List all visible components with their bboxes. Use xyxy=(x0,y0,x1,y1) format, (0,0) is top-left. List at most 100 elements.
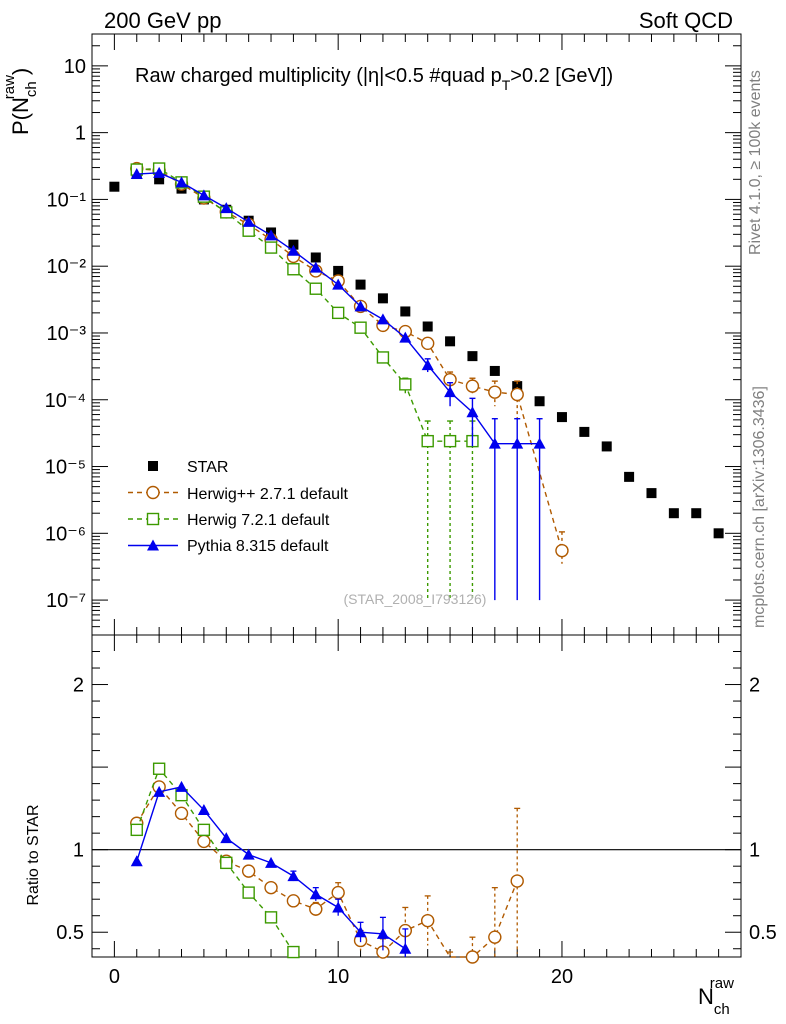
ratio-point xyxy=(309,902,323,916)
rivet-version-label: Rivet 4.1.0, ≥ 100k events xyxy=(747,70,764,255)
y-tick-label-main: 10⁻¹ xyxy=(47,189,87,211)
data-point xyxy=(376,313,389,325)
data-point xyxy=(175,176,188,188)
data-point xyxy=(489,365,500,376)
y-tick-label-main: 10⁻⁷ xyxy=(46,590,86,612)
data-point xyxy=(533,437,546,449)
ratio-point xyxy=(309,888,322,900)
ratio-point xyxy=(331,885,345,900)
data-point xyxy=(287,244,300,256)
data-point xyxy=(713,528,724,539)
ratio-point xyxy=(175,780,188,792)
data-point xyxy=(534,396,545,407)
data-point xyxy=(465,379,480,393)
legend-label-herwigpp: Herwig++ 2.7.1 default xyxy=(187,486,349,503)
data-point xyxy=(265,229,278,241)
data-point xyxy=(601,441,612,452)
y-tick-label-ratio-right: 1 xyxy=(749,840,760,862)
ratio-point xyxy=(220,856,233,870)
data-point xyxy=(153,166,166,178)
data-point xyxy=(512,381,523,392)
ratio-point xyxy=(265,856,278,868)
data-point xyxy=(399,378,412,391)
y-tick-label-main: 10⁻³ xyxy=(47,323,87,345)
data-point xyxy=(354,321,367,334)
data-point xyxy=(579,426,590,437)
chart-title-tail: >0.2 [GeV]) xyxy=(510,65,613,87)
data-point xyxy=(400,306,411,317)
data-point xyxy=(466,406,479,418)
data-point xyxy=(288,239,299,250)
legend: STAR Herwig++ 2.7.1 default Herwig 7.2.1… xyxy=(128,459,349,555)
ratio-point xyxy=(264,911,278,924)
data-point xyxy=(220,202,233,214)
data-point xyxy=(309,261,322,273)
data-point xyxy=(421,434,434,448)
data-point xyxy=(264,241,278,254)
data-point xyxy=(130,168,143,180)
ratio-point xyxy=(488,930,502,944)
ratio-point xyxy=(264,880,278,895)
data-point xyxy=(488,385,502,399)
ratio-point xyxy=(242,848,255,860)
data-point xyxy=(511,437,524,449)
data-point xyxy=(646,488,657,499)
mcplots-reference-label: mcplots.cern.ch [arXiv:1306.3436] xyxy=(751,386,768,628)
analysis-watermark: (STAR_2008_I793126) xyxy=(344,591,487,607)
ratio-point xyxy=(197,804,210,816)
data-point xyxy=(376,351,390,364)
x-axis-label: Nch raw xyxy=(698,975,734,1018)
y-tick-label-ratio: 2 xyxy=(73,675,84,697)
data-point xyxy=(443,434,457,448)
data-point xyxy=(555,543,569,558)
y-tick-label-main: 1 xyxy=(75,123,86,145)
legend-marker-2 xyxy=(146,512,160,526)
data-point xyxy=(467,351,478,362)
chart-title-subscript: T xyxy=(502,77,511,93)
y-tick-label-ratio: 0.5 xyxy=(56,922,84,944)
y-axis-label-main-text: P(N xyxy=(8,97,33,135)
data-point xyxy=(333,265,344,276)
series-line-2 xyxy=(136,167,473,442)
legend-label-pythia: Pythia 8.315 default xyxy=(187,538,329,555)
ratio-point xyxy=(197,823,211,837)
data-point xyxy=(377,293,388,304)
ratio-point xyxy=(197,834,211,849)
y-axis-label-main-sup: raw xyxy=(1,75,18,99)
ratio-point xyxy=(153,785,166,797)
y-axis-label-main-sub: ch xyxy=(23,81,40,97)
data-point xyxy=(399,331,412,343)
x-axis-label-sup: raw xyxy=(710,975,734,992)
data-point xyxy=(556,412,567,423)
data-point xyxy=(309,282,322,295)
x-axis-label-sub: ch xyxy=(714,1001,730,1018)
ratio-point xyxy=(354,926,367,938)
legend-marker-1 xyxy=(146,485,160,500)
header-left: 200 GeV pp xyxy=(104,8,221,33)
data-point xyxy=(444,386,457,398)
legend-marker-0 xyxy=(148,461,158,471)
data-point xyxy=(691,508,702,519)
data-point xyxy=(355,279,366,290)
chart-title: Raw charged multiplicity (|η|<0.5 #quad … xyxy=(135,65,613,93)
ratio-point xyxy=(174,806,189,821)
ratio-point xyxy=(287,870,300,882)
data-point xyxy=(420,336,435,351)
data-point xyxy=(624,471,635,482)
data-point xyxy=(354,300,367,312)
data-point xyxy=(668,508,679,519)
y-axis-label-main: P(Nchraw) xyxy=(1,68,40,135)
chart-title-main: Raw charged multiplicity (|η|<0.5 #quad … xyxy=(135,65,502,87)
ratio-point xyxy=(130,855,143,867)
legend-label-star: STAR xyxy=(187,459,228,476)
data-point xyxy=(331,306,345,320)
y-tick-label-main: 10⁻⁴ xyxy=(45,390,86,412)
x-tick-label: 0 xyxy=(109,966,120,988)
data-point xyxy=(242,215,255,227)
data-point xyxy=(488,437,501,449)
header-right: Soft QCD xyxy=(639,8,733,33)
x-axis-label-text: N xyxy=(698,984,714,1009)
y-tick-label-ratio-right: 0.5 xyxy=(749,922,777,944)
data-point xyxy=(510,387,524,402)
